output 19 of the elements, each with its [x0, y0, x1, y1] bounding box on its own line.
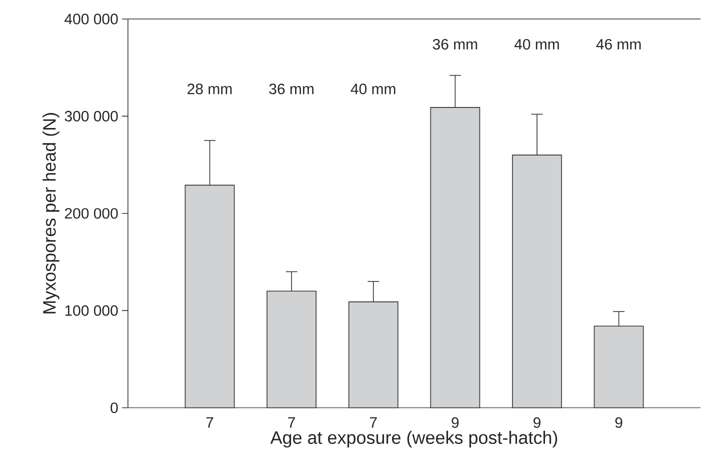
x-tick-label: 7 [288, 417, 295, 428]
x-tick-label: 9 [452, 417, 459, 428]
x-tick-label: 7 [370, 417, 377, 428]
x-axis-title: Age at exposure (weeks post-hatch) [270, 430, 558, 448]
y-tick-label: 200 000 [64, 208, 118, 219]
annotation: 40 mm [350, 84, 396, 94]
x-tick-label: 9 [615, 417, 622, 428]
y-tick-label: 400 000 [64, 14, 118, 24]
x-tick-label: 9 [534, 417, 540, 428]
annotation: 36 mm [269, 84, 314, 94]
y-tick-label: 100 000 [65, 305, 118, 316]
annotation: 40 mm [514, 39, 559, 50]
y-tick-label: 0 [110, 402, 118, 414]
y-tick-label: 300 000 [64, 111, 118, 122]
annotation: 46 mm [596, 39, 641, 50]
x-tick-label: 7 [206, 417, 214, 428]
annotation: 36 mm [432, 39, 478, 50]
y-axis-title: Myxospores per head (N) [42, 113, 60, 314]
annotation: 28 mm [188, 84, 232, 94]
